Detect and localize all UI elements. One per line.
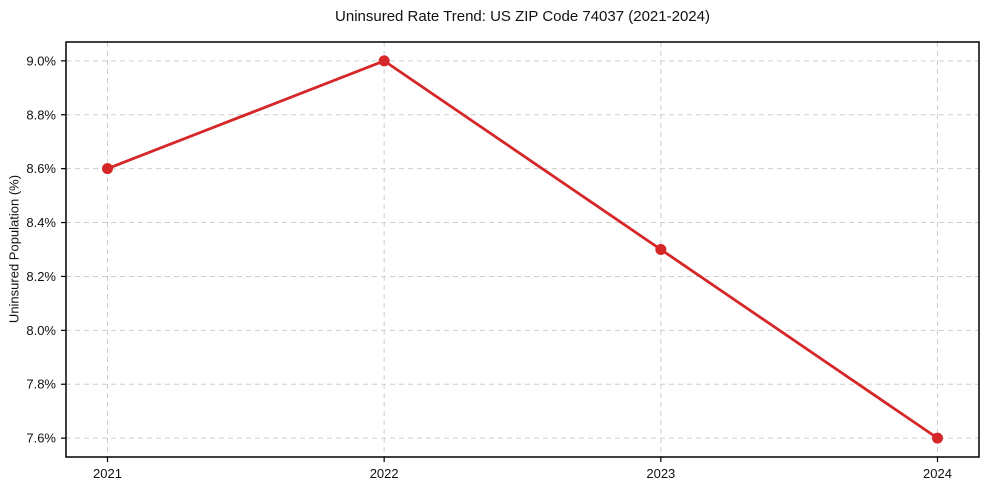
data-point-marker [655,244,667,255]
data-point-marker [932,432,943,444]
y-tick-label: 8.8% [26,107,56,122]
y-tick-label: 8.2% [26,269,56,284]
x-tick-label: 2022 [370,466,399,481]
trend-line [106,59,939,440]
x-tick-label: 2021 [93,466,122,481]
x-tick-label: 2023 [646,466,675,481]
y-tick-label: 8.4% [26,215,56,230]
plot-border [65,41,980,458]
y-tick-label: 7.6% [26,431,56,446]
data-point-marker [378,55,390,67]
y-tick-label: 9.0% [26,53,56,68]
y-axis-label: Uninsured Population (%) [6,174,22,324]
y-tick-label: 8.6% [26,161,56,176]
x-tick-label: 2024 [923,466,952,481]
chart-title: Uninsured Rate Trend: US ZIP Code 74037 … [335,8,710,25]
y-tick-label: 7.8% [26,377,56,392]
y-tick-label: 8.0% [26,323,56,338]
data-point-marker [102,163,113,175]
